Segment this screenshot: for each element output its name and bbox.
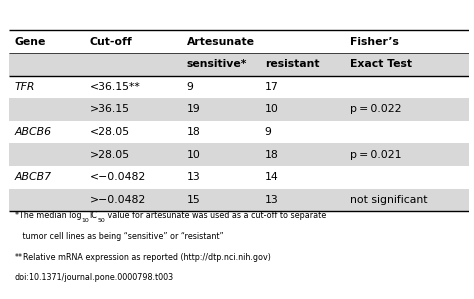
Text: <−0.0482: <−0.0482 (90, 172, 146, 182)
Text: *The median log: *The median log (15, 211, 82, 220)
Text: resistant: resistant (264, 59, 319, 69)
Text: 9: 9 (264, 127, 272, 137)
Text: p = 0.022: p = 0.022 (350, 104, 401, 115)
Text: 13: 13 (186, 172, 200, 182)
Text: Exact Test: Exact Test (350, 59, 412, 69)
Text: Artesunate: Artesunate (186, 37, 255, 47)
Text: >36.15: >36.15 (90, 104, 130, 115)
Text: TFR: TFR (15, 82, 36, 92)
Text: >−0.0482: >−0.0482 (90, 195, 146, 205)
Text: doi:10.1371/journal.pone.0000798.t003: doi:10.1371/journal.pone.0000798.t003 (15, 273, 174, 282)
Text: Cut-off: Cut-off (90, 37, 133, 47)
Text: ABCB6: ABCB6 (15, 127, 52, 137)
Text: Relative mRNA expression as reported (http://dtp.nci.nih.gov): Relative mRNA expression as reported (ht… (23, 253, 271, 262)
Bar (9, 53, 469, 76)
Text: 50: 50 (97, 218, 105, 223)
Text: >28.05: >28.05 (90, 150, 130, 160)
Text: IC: IC (89, 211, 97, 220)
Text: Fisher’s: Fisher’s (350, 37, 399, 47)
Bar (9, 98, 469, 121)
Text: sensitive*: sensitive* (186, 59, 247, 69)
Text: 17: 17 (264, 82, 278, 92)
Text: 14: 14 (264, 172, 278, 182)
Text: 18: 18 (186, 127, 200, 137)
Text: ABCB7: ABCB7 (15, 172, 52, 182)
Text: **: ** (15, 253, 23, 262)
Text: 10: 10 (82, 218, 89, 223)
Text: p = 0.021: p = 0.021 (350, 150, 401, 160)
Text: 18: 18 (264, 150, 278, 160)
Bar (9, 30, 469, 53)
Text: tumor cell lines as being “sensitive” or “resistant”: tumor cell lines as being “sensitive” or… (19, 232, 223, 241)
Text: not significant: not significant (350, 195, 427, 205)
Text: 10: 10 (186, 150, 201, 160)
Text: <36.15**: <36.15** (90, 82, 141, 92)
Bar (9, 121, 469, 144)
Text: value for artesunate was used as a cut-off to separate: value for artesunate was used as a cut-o… (105, 211, 326, 220)
Bar (9, 76, 469, 98)
Text: 13: 13 (264, 195, 278, 205)
Text: <28.05: <28.05 (90, 127, 130, 137)
Text: 9: 9 (186, 82, 193, 92)
Text: 10: 10 (264, 104, 279, 115)
Bar (9, 189, 469, 211)
Text: 15: 15 (186, 195, 200, 205)
Bar (9, 166, 469, 189)
Text: Gene: Gene (15, 37, 46, 47)
Bar (9, 144, 469, 166)
Text: 19: 19 (186, 104, 200, 115)
